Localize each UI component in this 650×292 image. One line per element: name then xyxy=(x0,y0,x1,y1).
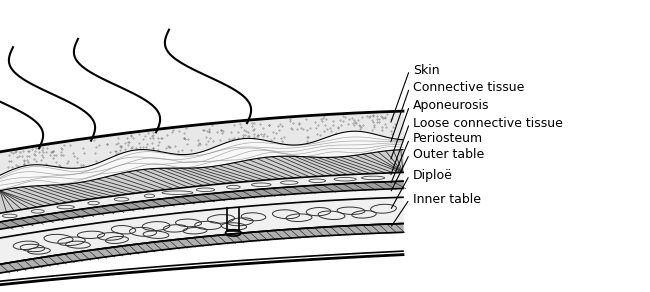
Text: Connective tissue: Connective tissue xyxy=(413,81,524,94)
Polygon shape xyxy=(0,224,403,273)
Text: Loose connective tissue: Loose connective tissue xyxy=(413,117,563,130)
Polygon shape xyxy=(0,111,403,175)
Text: Skin: Skin xyxy=(413,64,439,77)
Text: Aponeurosis: Aponeurosis xyxy=(413,99,489,112)
Polygon shape xyxy=(0,131,403,191)
Text: Inner table: Inner table xyxy=(413,193,481,206)
Polygon shape xyxy=(0,0,403,292)
Text: Diploë: Diploë xyxy=(413,169,452,182)
Polygon shape xyxy=(0,189,403,238)
Polygon shape xyxy=(0,150,403,213)
Polygon shape xyxy=(0,172,403,222)
Text: Periosteum: Periosteum xyxy=(413,132,483,145)
Text: Outer table: Outer table xyxy=(413,148,484,161)
Polygon shape xyxy=(0,197,403,264)
Polygon shape xyxy=(0,181,403,229)
